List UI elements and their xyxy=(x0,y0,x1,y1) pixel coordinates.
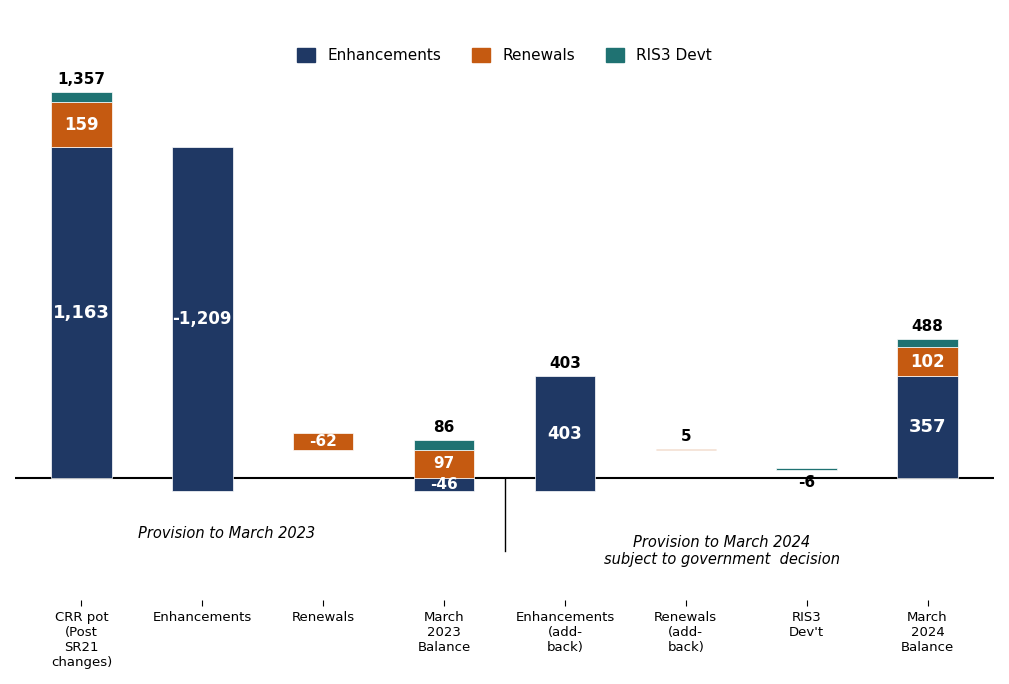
Text: 488: 488 xyxy=(911,319,943,334)
Text: 1,357: 1,357 xyxy=(58,73,106,88)
Bar xyxy=(51,103,112,148)
Text: 357: 357 xyxy=(909,418,946,436)
Text: 1,163: 1,163 xyxy=(53,304,110,321)
Text: -6: -6 xyxy=(798,475,815,490)
Bar xyxy=(897,376,958,477)
Legend: Enhancements, Renewals, RIS3 Devt: Enhancements, Renewals, RIS3 Devt xyxy=(291,42,718,70)
Text: 159: 159 xyxy=(65,116,99,134)
Text: -46: -46 xyxy=(430,477,458,492)
Bar xyxy=(897,347,958,376)
Bar xyxy=(414,477,474,491)
Bar xyxy=(173,148,232,491)
Text: Provision to March 2024
subject to government  decision: Provision to March 2024 subject to gover… xyxy=(604,535,840,567)
Bar xyxy=(51,92,112,103)
Text: -62: -62 xyxy=(310,434,337,449)
Text: 403: 403 xyxy=(548,425,582,443)
Bar xyxy=(293,432,353,450)
Text: Provision to March 2023: Provision to March 2023 xyxy=(138,526,315,541)
Text: 5: 5 xyxy=(680,429,691,444)
Bar xyxy=(897,339,958,347)
Bar xyxy=(535,376,595,491)
Bar xyxy=(414,440,474,450)
Text: -1,209: -1,209 xyxy=(173,310,232,328)
Bar xyxy=(656,449,716,450)
Text: 86: 86 xyxy=(434,420,455,435)
Text: 102: 102 xyxy=(910,353,944,371)
Bar xyxy=(414,450,474,477)
Text: 403: 403 xyxy=(549,356,581,371)
Bar xyxy=(777,468,836,469)
Text: 97: 97 xyxy=(434,456,455,471)
Bar xyxy=(51,148,112,477)
